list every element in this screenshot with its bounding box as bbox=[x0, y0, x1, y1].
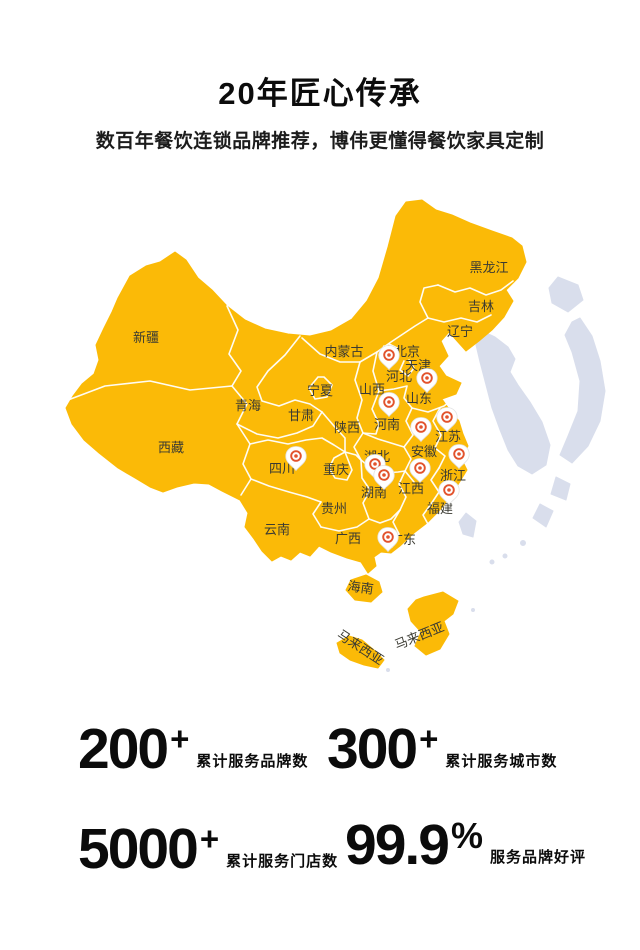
province-label: 吉林 bbox=[468, 299, 494, 314]
stat-cities: 300 + 累计服务城市数 bbox=[327, 717, 558, 781]
stat-label: 累计服务品牌数 bbox=[196, 753, 309, 771]
malaysia-peninsula-shape bbox=[336, 635, 385, 669]
page-subtitle: 数百年餐饮连锁品牌推荐，博伟更懂得餐饮家具定制 bbox=[95, 131, 545, 152]
stat-praise-rate: 99.9 % 服务品牌好评 bbox=[345, 813, 586, 877]
province-label: 江西 bbox=[398, 481, 424, 496]
japan-kyushu-shape bbox=[550, 476, 571, 501]
province-label: 陕西 bbox=[334, 420, 360, 435]
japan-islet bbox=[520, 540, 526, 546]
sea-islet bbox=[471, 608, 475, 612]
stat-value: 99.9 bbox=[345, 813, 450, 877]
province-label: 北京 bbox=[394, 344, 420, 359]
province-label: 贵州 bbox=[321, 501, 347, 516]
stat-value: 200 bbox=[78, 717, 169, 781]
japan-islet bbox=[502, 553, 508, 559]
province-label: 重庆 bbox=[323, 462, 349, 477]
china-map: 黑龙江 吉林 辽宁 新疆 内蒙古 北京 天津 河北 山西 山东 宁夏 青海 甘肃 陕西 河南 西藏 江苏 安徽 四川… bbox=[0, 180, 640, 700]
stat-label: 累计服务城市数 bbox=[445, 753, 558, 771]
plus-sign: + bbox=[419, 720, 439, 757]
province-label: 湖南 bbox=[361, 485, 387, 500]
province-label: 安徽 bbox=[411, 444, 437, 459]
taiwan-shape bbox=[458, 512, 477, 538]
sea-islet bbox=[386, 668, 390, 672]
province-borders bbox=[67, 280, 514, 548]
page-title: 20年匠心传承 bbox=[218, 76, 422, 111]
province-label: 广西 bbox=[335, 531, 361, 546]
stat-value: 5000 bbox=[78, 817, 199, 881]
province-label: 青海 bbox=[235, 398, 261, 413]
stat-stores: 5000 + 累计服务门店数 bbox=[78, 817, 339, 881]
percent-sign: % bbox=[450, 815, 483, 856]
province-label: 河南 bbox=[374, 417, 400, 432]
japan-islet bbox=[489, 559, 495, 565]
province-label: 黑龙江 bbox=[469, 260, 508, 275]
province-label: 辽宁 bbox=[447, 324, 473, 339]
stat-label: 累计服务门店数 bbox=[226, 853, 339, 871]
stat-label: 服务品牌好评 bbox=[489, 849, 586, 867]
province-label: 云南 bbox=[264, 522, 290, 537]
japan-hokkaido-shape bbox=[548, 276, 584, 313]
province-label: 甘肃 bbox=[288, 408, 314, 423]
stat-value: 300 bbox=[327, 717, 418, 781]
province-label: 宁夏 bbox=[307, 383, 333, 398]
province-label: 新疆 bbox=[133, 330, 159, 345]
japan-honshu-shape bbox=[559, 317, 606, 464]
province-label: 海南 bbox=[347, 578, 375, 596]
province-label: 内蒙古 bbox=[324, 344, 363, 359]
plus-sign: + bbox=[199, 820, 220, 857]
hainan-island bbox=[345, 574, 383, 603]
province-label: 浙江 bbox=[440, 468, 466, 483]
plus-sign: + bbox=[170, 720, 190, 757]
province-label: 四川 bbox=[269, 461, 295, 476]
province-label: 江苏 bbox=[435, 429, 461, 444]
stat-brands: 200 + 累计服务品牌数 bbox=[78, 717, 309, 781]
japan-shikoku-shape bbox=[532, 503, 554, 528]
province-label: 山东 bbox=[406, 391, 432, 406]
china-landmass bbox=[65, 199, 527, 574]
neighbor-countries bbox=[386, 276, 606, 672]
malaysia-borneo-shape bbox=[407, 591, 459, 656]
province-label: 河北 bbox=[386, 369, 412, 384]
province-label: 山西 bbox=[359, 382, 385, 397]
province-label: 福建 bbox=[427, 501, 453, 516]
korea-shape bbox=[475, 330, 551, 475]
province-label: 西藏 bbox=[158, 440, 184, 455]
